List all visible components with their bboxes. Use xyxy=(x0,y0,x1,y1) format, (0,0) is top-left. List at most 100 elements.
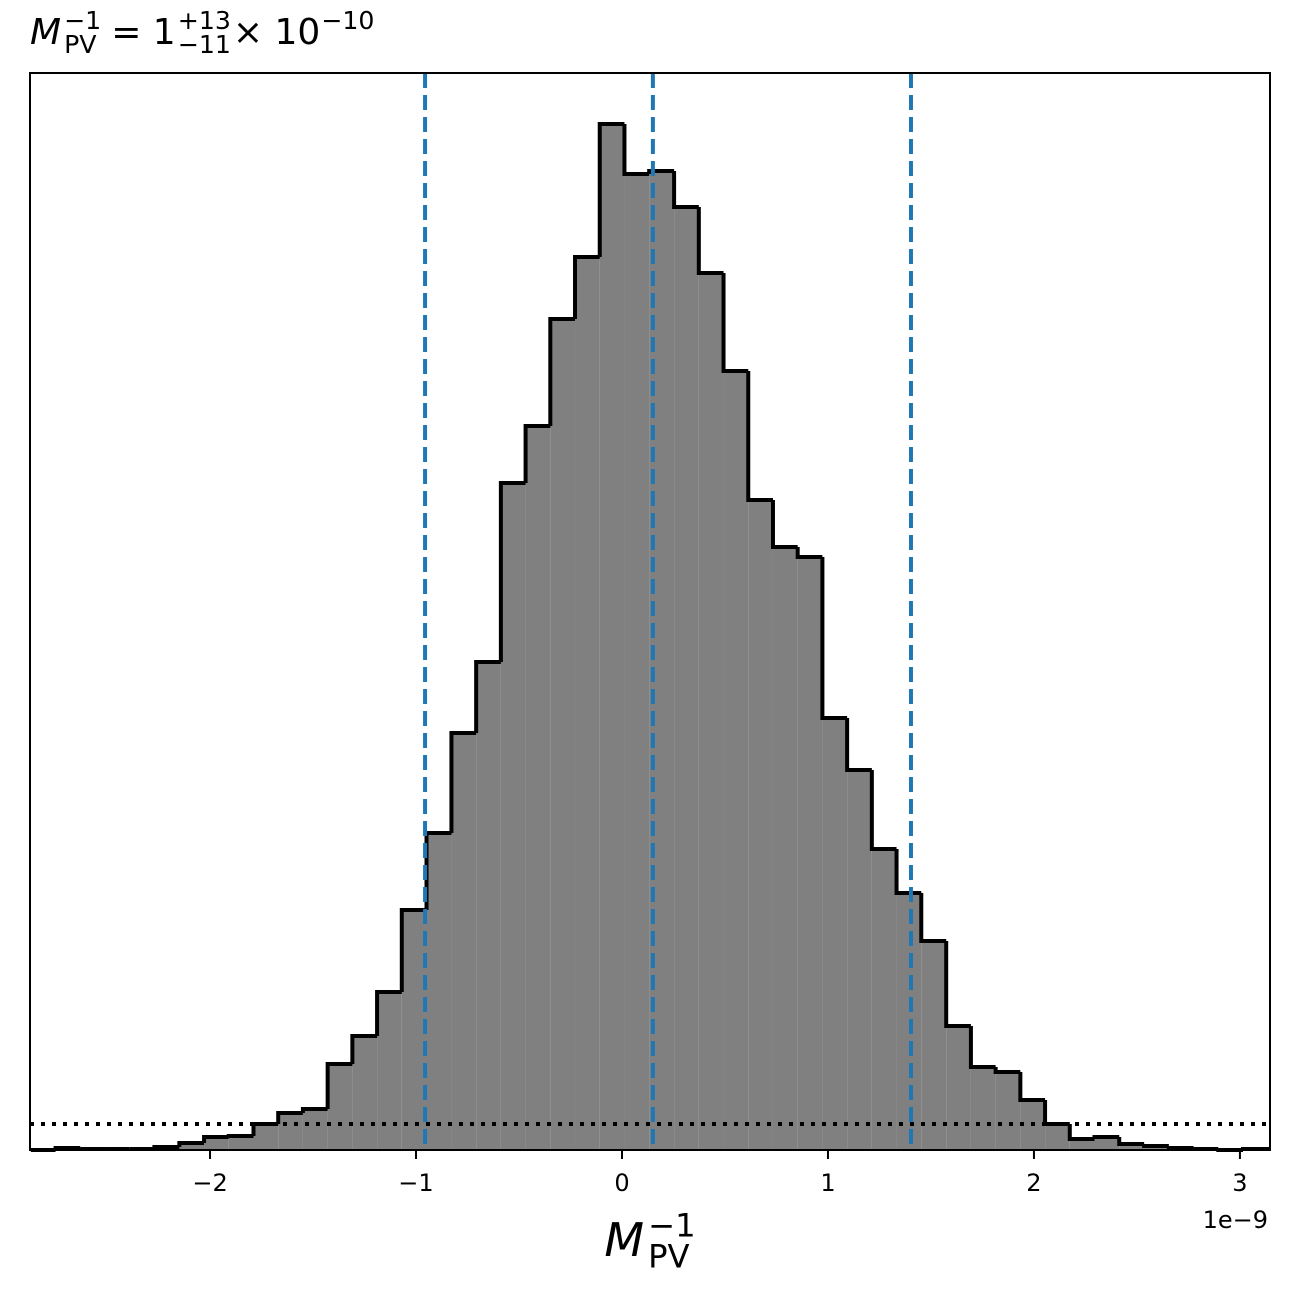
bar-outline xyxy=(375,990,402,1036)
bar-outline xyxy=(721,273,749,373)
bar-outline xyxy=(968,1026,996,1069)
bar-outline xyxy=(325,1062,353,1109)
axes-frame xyxy=(29,72,1271,1151)
title-lower: −11 xyxy=(178,30,231,59)
x-tick-label: 1 xyxy=(820,1169,835,1197)
bar xyxy=(871,849,897,1150)
bar-outline xyxy=(1092,1135,1120,1139)
title-sub: PV xyxy=(64,30,97,59)
bar xyxy=(550,319,576,1150)
bar xyxy=(599,124,625,1150)
bar-outline xyxy=(919,893,947,943)
bar-outline xyxy=(573,255,600,319)
bar-outline xyxy=(944,941,971,1028)
bar xyxy=(500,483,526,1150)
bar xyxy=(674,207,699,1150)
bar-outline xyxy=(1043,1100,1070,1126)
bar xyxy=(797,557,823,1150)
bar-outline xyxy=(202,1135,229,1143)
bar xyxy=(1045,1124,1070,1150)
bar-outline xyxy=(78,1147,105,1151)
bar-outline xyxy=(894,849,922,895)
bar-outline xyxy=(276,1111,303,1124)
bar xyxy=(822,718,848,1150)
bar-outline xyxy=(1117,1137,1145,1146)
bar xyxy=(995,1072,1021,1150)
bar xyxy=(1069,1139,1095,1150)
bar-outline xyxy=(523,424,551,483)
bar-outline xyxy=(1142,1144,1169,1148)
title-times: × 10 xyxy=(233,12,320,53)
bar-outline xyxy=(1067,1124,1095,1141)
title-sup: −1 xyxy=(64,6,101,35)
bar-outline xyxy=(1018,1072,1046,1102)
bar xyxy=(723,371,749,1150)
bar xyxy=(451,733,477,1150)
bar-outline xyxy=(869,770,897,851)
bar-outline xyxy=(597,122,625,257)
bar xyxy=(896,893,922,1150)
x-axis: −2 −1 0 1 2 3 xyxy=(192,1150,1248,1197)
bar-outline xyxy=(1166,1146,1194,1150)
bar xyxy=(946,1026,971,1150)
bar xyxy=(575,257,600,1150)
bar-outline xyxy=(350,1034,378,1064)
x-tick-label: 0 xyxy=(614,1169,629,1197)
title-upper: +13 xyxy=(178,6,231,35)
bar xyxy=(1094,1137,1120,1150)
bar-outline xyxy=(498,481,526,662)
bar xyxy=(204,1137,229,1150)
bar xyxy=(327,1064,353,1150)
bar-outline xyxy=(746,371,773,502)
xlabel-sub: PV xyxy=(648,1238,689,1276)
bar xyxy=(179,1143,205,1150)
x-axis-label: M −1PV xyxy=(604,1207,695,1276)
bar-outline xyxy=(820,557,848,720)
bar xyxy=(970,1067,996,1150)
bar xyxy=(921,941,947,1150)
bar-outline xyxy=(548,317,576,426)
bar-outline xyxy=(177,1141,205,1147)
bar xyxy=(476,662,501,1150)
bar-outline xyxy=(770,500,798,549)
bar-outline xyxy=(672,171,699,209)
bar-outline xyxy=(696,207,724,275)
bar xyxy=(1119,1144,1145,1150)
bar xyxy=(748,500,773,1150)
title-symbol: M xyxy=(30,12,61,53)
x-tick-label: −2 xyxy=(192,1169,227,1197)
bar xyxy=(772,547,798,1150)
xlabel-symbol: M xyxy=(604,1213,644,1267)
bar xyxy=(401,910,427,1150)
bar-outline xyxy=(647,169,675,174)
bar-outline xyxy=(845,718,872,772)
bar-outline xyxy=(474,660,501,733)
bar-outline xyxy=(399,908,427,992)
bar xyxy=(253,1124,279,1150)
bar-outline xyxy=(300,1107,328,1113)
bar xyxy=(352,1036,378,1150)
bar xyxy=(278,1113,303,1150)
bar xyxy=(228,1136,254,1150)
bar xyxy=(525,426,551,1150)
bar xyxy=(377,992,402,1150)
bar-outline xyxy=(622,124,650,176)
bar-outline xyxy=(993,1067,1021,1074)
bar-outline xyxy=(152,1145,180,1149)
bar-outline xyxy=(226,1134,254,1138)
bar-outline xyxy=(795,547,823,559)
bar xyxy=(698,273,724,1150)
plot-area xyxy=(30,73,1270,1152)
title-exp: −10 xyxy=(321,6,374,35)
bar xyxy=(847,770,872,1150)
chart-title: M −1PV = 1 +13−11 × 10 −10 xyxy=(30,6,374,59)
bar xyxy=(426,833,452,1150)
x-tick-label: 3 xyxy=(1232,1169,1247,1197)
title-eq: = 1 xyxy=(111,12,176,53)
bar xyxy=(302,1109,328,1150)
bar xyxy=(624,174,650,1150)
x-tick-label: −1 xyxy=(398,1169,433,1197)
xlabel-sup: −1 xyxy=(648,1207,695,1245)
x-tick-label: 2 xyxy=(1026,1169,1041,1197)
